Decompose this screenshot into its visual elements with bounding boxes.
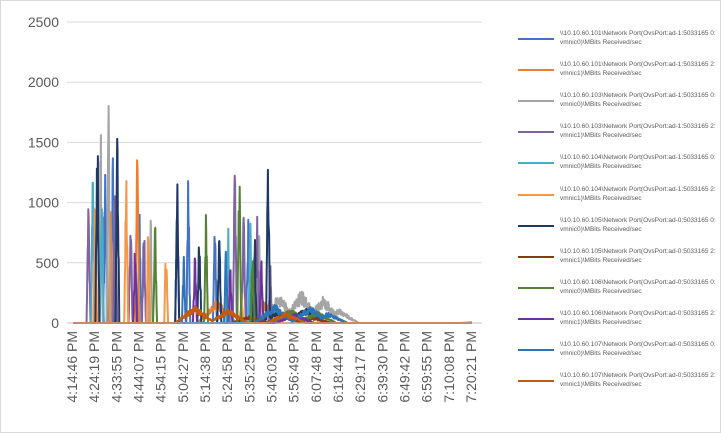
- legend-swatch: [518, 193, 554, 196]
- legend-item: \\10.10.60.104\Network Port(OvsPort:ad-1…: [518, 153, 718, 181]
- legend-item: \\10.10.60.103\Network Port(OvsPort:ad-1…: [518, 122, 718, 150]
- x-tick-label: 7:10:08 PM: [441, 331, 457, 403]
- legend-item: \\10.10.60.103\Network Port(OvsPort:ad-1…: [518, 91, 718, 119]
- legend-label: \\10.10.60.103\Network Port(OvsPort:ad-1…: [560, 92, 716, 109]
- legend-swatch: [518, 286, 554, 289]
- legend-label: \\10.10.60.101\Network Port(OvsPort:ad-1…: [560, 61, 716, 78]
- legend-item: \\10.10.60.107\Network Port(OvsPort:ad-0…: [518, 371, 718, 399]
- legend-item: \\10.10.60.106\Network Port(OvsPort:ad-0…: [518, 278, 718, 306]
- y-tick-label: 1500: [28, 134, 59, 150]
- legend-label: \\10.10.60.103\Network Port(OvsPort:ad-1…: [560, 123, 716, 140]
- legend-label: \\10.10.60.104\Network Port(OvsPort:ad-1…: [560, 185, 716, 202]
- x-tick-label: 5:04:27 PM: [175, 331, 191, 403]
- legend-item: \\10.10.60.105\Network Port(OvsPort:ad-0…: [518, 247, 718, 275]
- x-tick-label: 4:54:15 PM: [153, 331, 169, 403]
- legend-swatch: [518, 162, 554, 165]
- legend-item: \\10.10.60.101\Network Port(OvsPort:ad-1…: [518, 29, 718, 57]
- plot-area: 0 500 1000 1500 2000 2500 4:14:46 PM 4:24:19 PM…: [28, 14, 482, 403]
- y-tick-label: 0: [51, 315, 59, 331]
- legend-item: \\10.10.60.101\Network Port(OvsPort:ad-1…: [518, 60, 718, 88]
- x-tick-label: 5:46:03 PM: [264, 331, 280, 403]
- legend-item: \\10.10.60.106\Network Port(OvsPort:ad-0…: [518, 309, 718, 337]
- legend-item: \\10.10.60.104\Network Port(OvsPort:ad-1…: [518, 185, 718, 213]
- legend-swatch: [518, 69, 554, 72]
- y-tick-label: 1000: [28, 195, 59, 211]
- legend-label: \\10.10.60.105\Network Port(OvsPort:ad-0…: [560, 216, 716, 233]
- x-tick-label: 7:20:21 PM: [463, 331, 479, 403]
- y-tick-label: 2000: [28, 74, 59, 90]
- x-tick-label: 4:24:19 PM: [86, 331, 102, 403]
- x-tick-label: 5:24:58 PM: [219, 331, 235, 403]
- legend-label: \\10.10.60.107\Network Port(OvsPort:ad-0…: [560, 372, 716, 389]
- x-tick-label: 5:56:49 PM: [286, 331, 302, 403]
- x-tick-label: 6:59:55 PM: [419, 331, 435, 403]
- legend-swatch: [518, 255, 554, 258]
- x-tick-label: 6:07:48 PM: [308, 331, 324, 403]
- x-tick-label: 4:14:46 PM: [64, 331, 80, 403]
- legend-label: \\10.10.60.107\Network Port(OvsPort:ad-0…: [560, 341, 716, 357]
- legend-swatch: [518, 380, 554, 383]
- legend-label: \\10.10.60.101\Network Port(OvsPort:ad-1…: [560, 30, 716, 46]
- legend-swatch: [518, 349, 554, 351]
- legend-label: \\10.10.60.104\Network Port(OvsPort:ad-1…: [560, 154, 716, 171]
- legend-swatch: [518, 317, 554, 320]
- x-tick-label: 5:35:25 PM: [241, 331, 257, 403]
- legend-swatch: [518, 100, 554, 103]
- legend-item: \\10.10.60.105\Network Port(OvsPort:ad-0…: [518, 216, 718, 244]
- x-tick-label: 6:29:17 PM: [352, 331, 368, 403]
- legend-swatch: [518, 131, 554, 134]
- legend-swatch: [518, 38, 554, 40]
- legend-swatch: [518, 224, 554, 227]
- x-tick-label: 5:14:38 PM: [197, 331, 213, 403]
- legend-label: \\10.10.60.105\Network Port(OvsPort:ad-0…: [560, 247, 716, 264]
- legend-label: \\10.10.60.106\Network Port(OvsPort:ad-0…: [560, 309, 716, 326]
- legend-label: \\10.10.60.106\Network Port(OvsPort:ad-0…: [560, 278, 716, 295]
- x-tick-label: 4:44:07 PM: [131, 331, 147, 403]
- legend-item: \\10.10.60.107\Network Port(OvsPort:ad-0…: [518, 340, 718, 368]
- y-tick-label: 500: [36, 255, 60, 271]
- x-tick-label: 6:39:30 PM: [374, 331, 390, 403]
- x-tick-label: 6:18:44 PM: [330, 331, 346, 403]
- x-tick-label: 6:49:42 PM: [397, 331, 413, 403]
- y-tick-label: 2500: [28, 14, 59, 30]
- x-tick-label: 4:33:55 PM: [108, 331, 124, 403]
